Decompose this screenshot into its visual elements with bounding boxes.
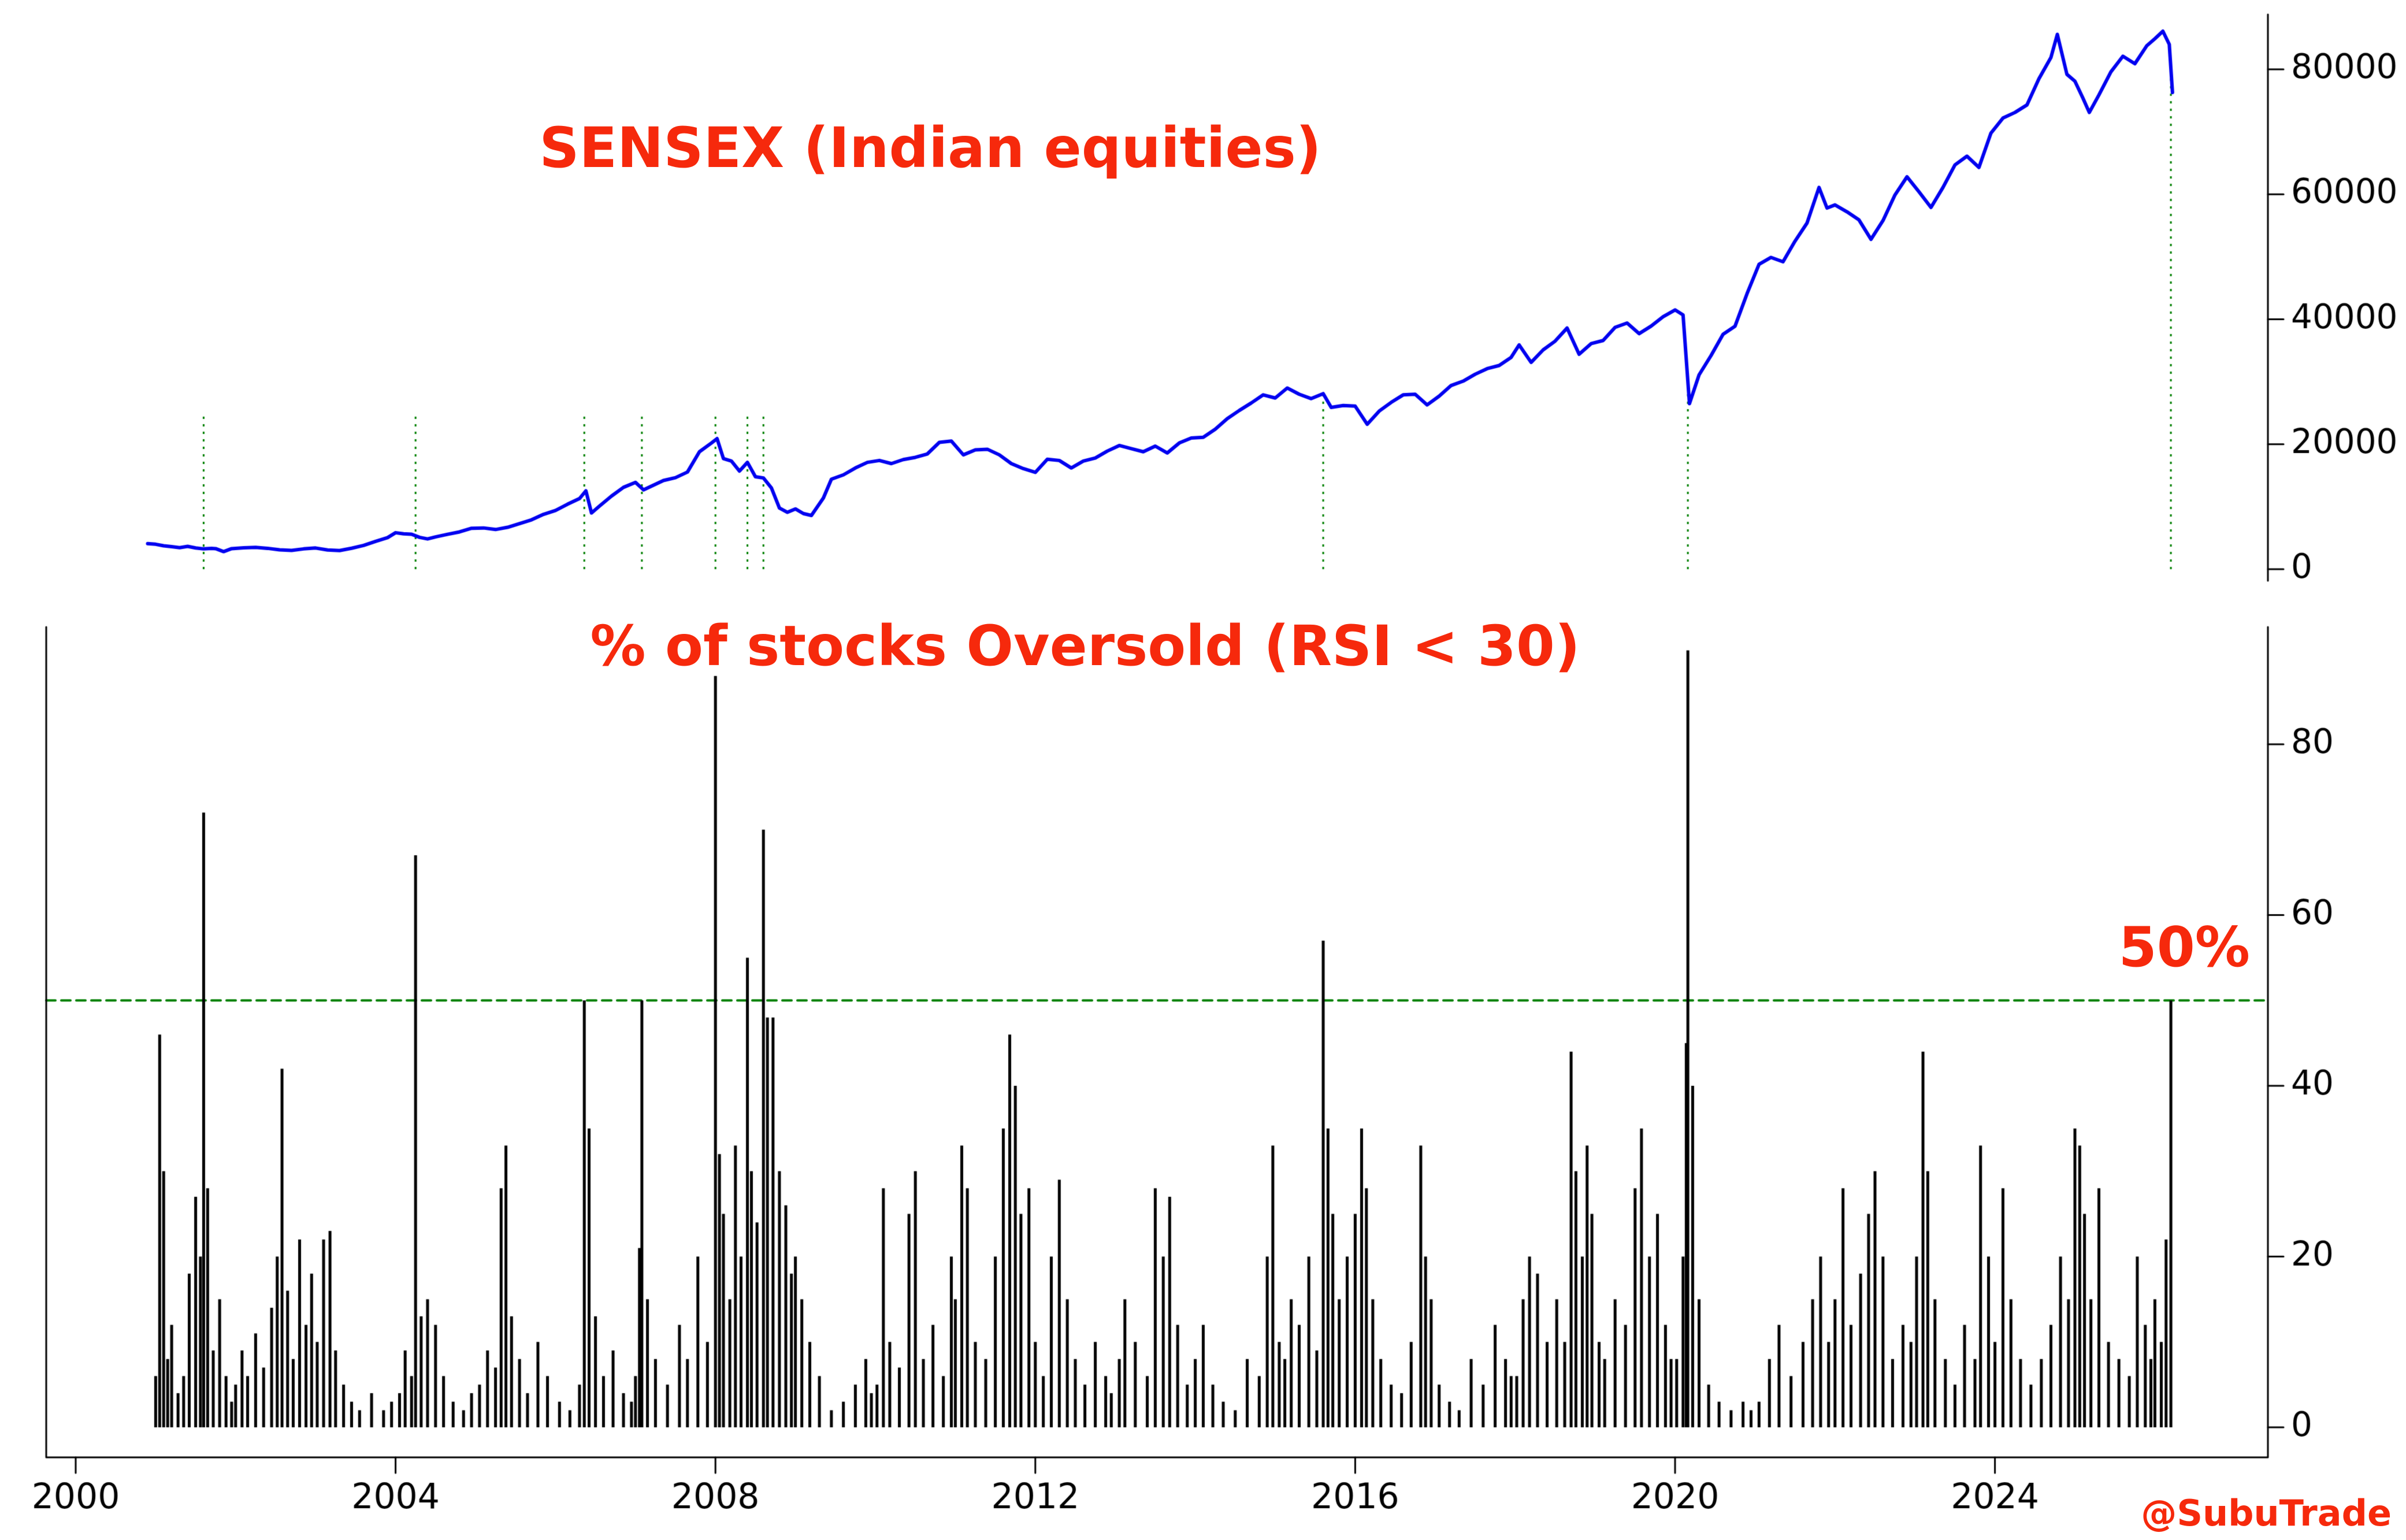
watermark-handle: @SubuTrade: [2141, 1492, 2392, 1534]
oversold-panel-title: % of stocks Oversold (RSI < 30): [590, 614, 1580, 678]
sensex-panel-title: SENSEX (Indian equities): [539, 116, 1321, 180]
threshold-50pct-label: 50%: [2118, 916, 2250, 979]
